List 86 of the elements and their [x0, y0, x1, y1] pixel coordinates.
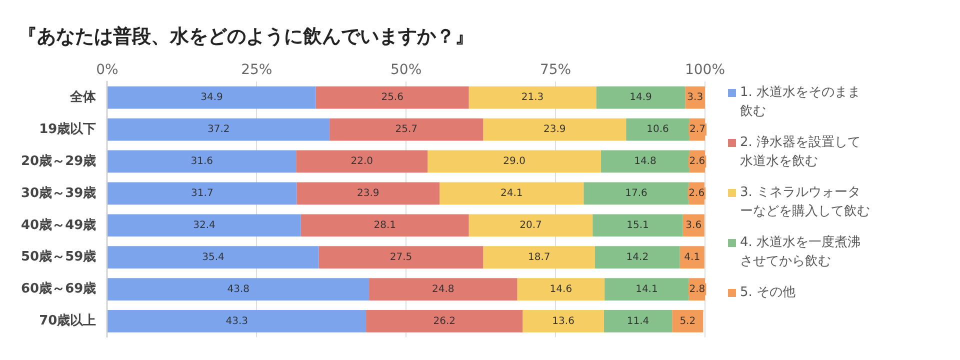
data-label: 5.2 — [680, 316, 696, 327]
y-tick-label: 30歳～39歳 — [20, 186, 96, 201]
data-label: 28.1 — [374, 220, 396, 231]
data-label: 14.6 — [550, 284, 572, 295]
data-label: 27.5 — [390, 252, 412, 263]
bar — [108, 150, 296, 173]
bar — [594, 246, 680, 269]
bar — [468, 214, 593, 237]
data-label: 43.3 — [226, 316, 248, 327]
data-label: 23.9 — [544, 124, 566, 136]
bar — [108, 182, 297, 205]
bar — [483, 246, 595, 269]
data-label: 31.7 — [191, 188, 214, 200]
legend-label: 2. 浄水器を設置して水道水を飲む — [740, 134, 862, 170]
bar — [108, 246, 319, 269]
data-label: 25.7 — [395, 124, 418, 136]
bar — [596, 86, 686, 109]
data-label: 43.8 — [227, 284, 250, 295]
data-label: 24.8 — [432, 284, 454, 295]
data-label: 4.1 — [684, 252, 700, 263]
bar — [296, 150, 428, 173]
legend-label: 4. 水道水を一度煮沸させてから飲む — [740, 234, 862, 270]
bar — [108, 278, 370, 300]
data-label: 14.8 — [634, 156, 656, 168]
bar — [296, 182, 440, 205]
chart-title: 『あなたは普段、水をどのように飲んでいますか？』 — [18, 25, 474, 48]
bar — [300, 214, 469, 237]
x-tick-label: 75% — [540, 62, 572, 78]
bar — [108, 214, 301, 237]
data-label: 2.6 — [688, 188, 705, 200]
data-label: 14.9 — [630, 92, 652, 104]
bar — [108, 118, 330, 141]
y-tick-label: 50歳～59歳 — [20, 250, 96, 265]
data-label: 18.7 — [528, 252, 550, 263]
bar — [483, 118, 626, 141]
y-tick-label: 60歳～69歳 — [20, 282, 96, 297]
data-label: 15.1 — [626, 220, 649, 231]
data-label: 10.6 — [646, 124, 669, 136]
bar — [108, 310, 366, 332]
legend-label: 1. 水道水をそのまま飲む — [740, 84, 862, 120]
data-label: 17.6 — [625, 188, 648, 200]
bar — [592, 214, 683, 237]
data-label: 11.4 — [626, 316, 650, 327]
data-label: 13.6 — [552, 316, 574, 327]
data-label: 31.6 — [190, 156, 214, 168]
bar — [366, 310, 523, 332]
data-label: 29.0 — [503, 156, 526, 168]
data-label: 20.7 — [520, 220, 542, 231]
data-label: 24.1 — [500, 188, 523, 200]
bar — [369, 278, 518, 300]
bar — [468, 86, 596, 109]
bar — [108, 86, 316, 109]
data-label: 32.4 — [193, 220, 216, 231]
data-label: 37.2 — [207, 124, 230, 136]
data-label: 25.6 — [381, 92, 404, 104]
y-tick-label: 40歳～49歳 — [20, 218, 96, 233]
bar — [584, 182, 689, 205]
x-tick-label: 50% — [390, 62, 422, 78]
data-label: 2.7 — [690, 124, 706, 136]
x-tick-label: 100% — [684, 62, 726, 78]
data-label: 14.1 — [636, 284, 658, 295]
data-label: 3.6 — [686, 220, 702, 231]
data-label: 22.0 — [350, 156, 373, 168]
bar — [330, 118, 484, 141]
data-label: 14.2 — [626, 252, 649, 263]
data-label: 34.9 — [200, 92, 223, 104]
legend-label: 5. その他 — [740, 284, 797, 302]
data-label: 3.3 — [687, 92, 704, 104]
x-tick-label: 25% — [241, 62, 272, 78]
bar — [318, 246, 484, 269]
bar — [428, 150, 601, 173]
y-tick-label: 19歳以下 — [39, 122, 96, 137]
y-tick-label: 全体 — [69, 90, 98, 105]
legend-label: 3. ミネラルウォーターなどを購入して飲む — [740, 184, 870, 220]
data-label: 2.8 — [689, 284, 706, 295]
x-tick-label: 0% — [96, 62, 118, 78]
bar — [440, 182, 584, 205]
data-label: 35.4 — [202, 252, 224, 263]
bar — [316, 86, 469, 109]
data-label: 26.2 — [433, 316, 456, 327]
y-tick-label: 70歳以上 — [39, 314, 96, 329]
y-tick-label: 20歳～29歳 — [20, 154, 96, 169]
bar — [517, 278, 605, 300]
data-label: 21.3 — [521, 92, 544, 104]
data-label: 23.9 — [356, 188, 380, 200]
data-label: 2.6 — [689, 156, 706, 168]
